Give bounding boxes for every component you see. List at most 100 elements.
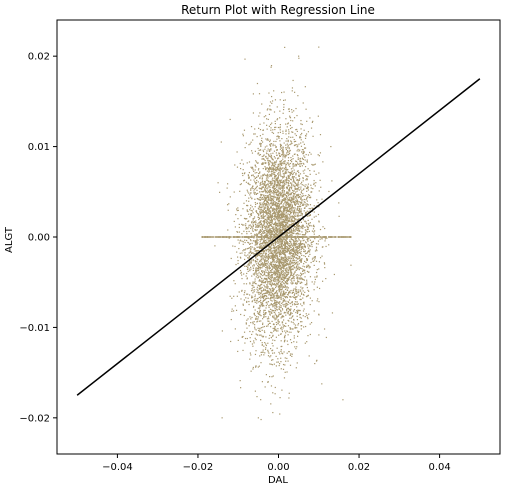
scatter-point <box>248 183 250 185</box>
scatter-point <box>266 150 268 152</box>
scatter-point <box>266 267 268 269</box>
scatter-point <box>281 240 284 243</box>
scatter-point <box>269 160 271 162</box>
scatter-point <box>269 101 272 103</box>
scatter-point <box>270 294 273 296</box>
scatter-point <box>296 199 298 201</box>
scatter-point <box>283 256 285 259</box>
scatter-point <box>254 128 256 130</box>
scatter-point <box>289 276 291 278</box>
scatter-point <box>277 248 279 250</box>
scatter-point <box>288 209 290 211</box>
scatter-point <box>257 249 260 252</box>
scatter-point <box>246 239 248 242</box>
scatter-point <box>282 171 284 173</box>
scatter-point <box>311 258 314 260</box>
scatter-point <box>276 158 279 160</box>
scatter-point <box>288 151 290 153</box>
scatter-point <box>299 249 301 251</box>
scatter-point <box>297 185 299 187</box>
scatter-point <box>277 182 280 184</box>
scatter-point <box>293 256 296 258</box>
scatter-point <box>297 247 299 249</box>
scatter-point <box>252 267 255 269</box>
scatter-point <box>292 136 294 138</box>
scatter-point <box>277 235 279 237</box>
scatter-point <box>268 352 270 354</box>
scatter-point <box>303 163 305 165</box>
scatter-point <box>273 327 275 329</box>
scatter-point <box>283 241 285 243</box>
scatter-point <box>295 228 297 230</box>
scatter-point <box>308 215 310 217</box>
scatter-point <box>270 297 272 299</box>
scatter-point <box>267 281 269 283</box>
scatter-point <box>306 204 308 206</box>
scatter-point <box>307 204 309 206</box>
scatter-point <box>280 161 282 163</box>
scatter-point <box>286 215 288 217</box>
scatter-point <box>278 237 281 239</box>
scatter-point <box>277 278 279 280</box>
scatter-point <box>277 214 279 216</box>
scatter-point <box>298 267 300 269</box>
scatter-point <box>275 304 277 306</box>
scatter-point <box>233 280 235 282</box>
scatter-point <box>271 258 273 260</box>
scatter-point <box>274 182 276 184</box>
scatter-point <box>260 327 262 329</box>
scatter-point <box>294 297 296 299</box>
scatter-point <box>279 249 281 251</box>
scatter-point <box>295 282 297 285</box>
scatter-point <box>269 240 271 242</box>
scatter-point <box>265 264 267 266</box>
scatter-point <box>263 208 265 210</box>
scatter-point <box>269 211 271 213</box>
scatter-point <box>270 214 272 216</box>
scatter-point <box>277 257 279 259</box>
scatter-point <box>282 298 284 300</box>
scatter-point <box>293 255 295 257</box>
scatter-point <box>292 242 294 245</box>
scatter-point <box>294 218 296 220</box>
scatter-point <box>286 233 288 235</box>
scatter-point <box>278 252 280 254</box>
scatter-point <box>261 181 263 183</box>
scatter-point <box>278 286 280 289</box>
scatter-point <box>249 340 252 343</box>
scatter-point <box>297 225 300 227</box>
scatter-point <box>282 368 285 370</box>
scatter-point <box>255 268 257 270</box>
scatter-point <box>289 292 291 294</box>
scatter-point <box>282 292 285 294</box>
scatter-point <box>290 157 292 159</box>
scatter-point <box>288 256 290 258</box>
scatter-point <box>274 261 276 263</box>
scatter-point <box>289 364 292 366</box>
scatter-point <box>298 171 300 174</box>
scatter-point <box>266 184 268 186</box>
scatter-point <box>293 221 295 223</box>
scatter-point <box>269 292 271 294</box>
scatter-point <box>287 202 290 204</box>
scatter-point <box>289 165 291 168</box>
scatter-point <box>269 250 272 252</box>
scatter-point <box>271 289 273 291</box>
scatter-point <box>279 183 281 185</box>
scatter-point <box>273 288 275 290</box>
scatter-point <box>284 256 286 259</box>
scatter-point <box>283 162 285 164</box>
scatter-point <box>264 221 266 223</box>
scatter-point <box>279 187 281 189</box>
scatter-point <box>263 217 265 219</box>
scatter-point <box>289 317 291 319</box>
scatter-point <box>270 181 273 183</box>
scatter-point <box>248 200 250 202</box>
scatter-point <box>282 112 284 114</box>
scatter-point <box>286 224 288 226</box>
scatter-point <box>252 225 254 228</box>
scatter-point <box>308 267 310 269</box>
scatter-point <box>304 284 306 286</box>
scatter-point <box>288 268 290 270</box>
scatter-point <box>287 140 289 143</box>
